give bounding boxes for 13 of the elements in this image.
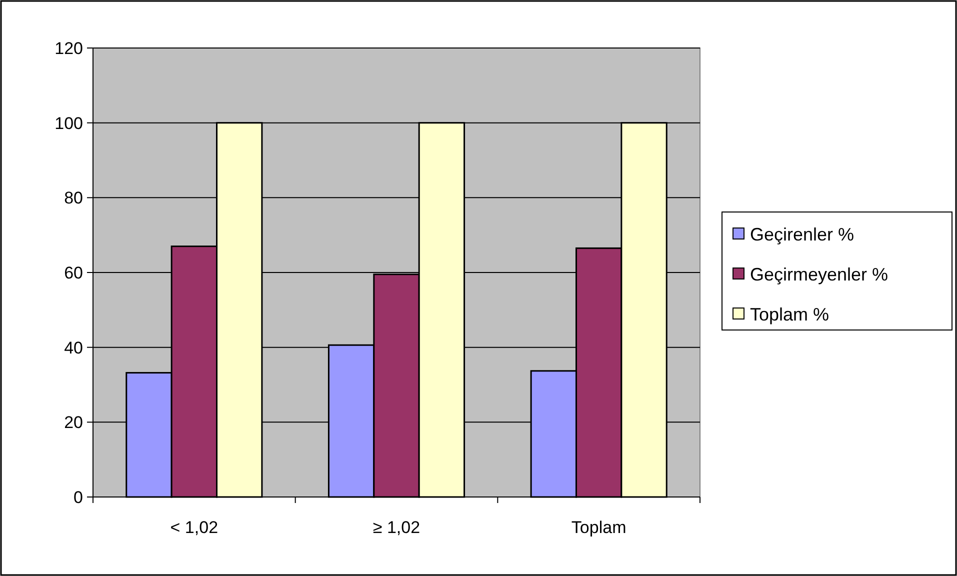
y-tick-label: 0: [74, 488, 83, 507]
y-tick-label: 120: [54, 38, 83, 58]
legend-label: Toplam %: [750, 304, 830, 324]
y-tick-label: 20: [64, 413, 83, 432]
y-tick-label: 60: [64, 263, 83, 282]
y-tick-label: 100: [54, 114, 83, 133]
y-tick-label: 80: [64, 188, 83, 208]
x-tick-label: Toplam: [571, 518, 626, 537]
legend-label: Geçirmeyenler %: [750, 264, 888, 284]
x-tick-label: < 1,02: [170, 518, 218, 537]
y-tick-label: 40: [64, 338, 83, 358]
x-tick-label: ≥ 1,02: [372, 518, 420, 537]
legend-label: Geçirenler %: [750, 224, 854, 244]
